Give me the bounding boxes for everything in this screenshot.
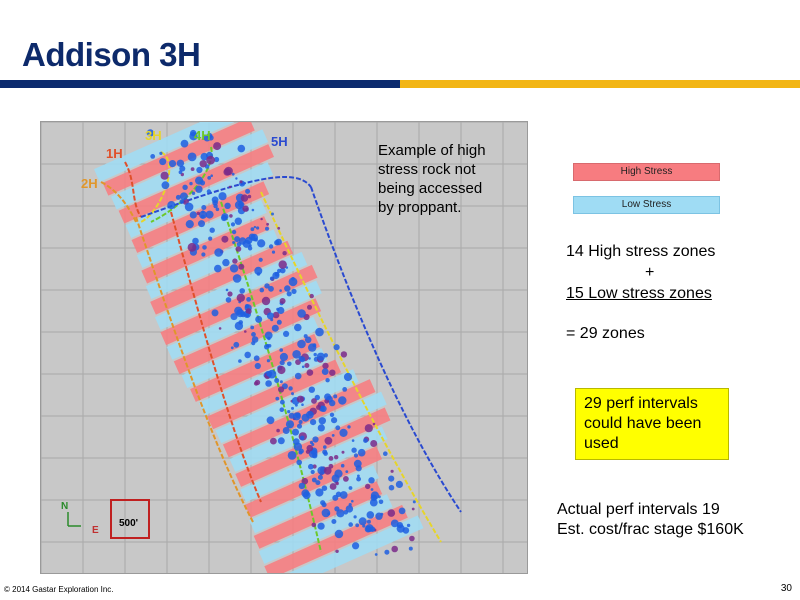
high-stress-band [253,481,383,549]
low-stress-band [270,515,424,573]
high-stress-band [160,264,318,346]
scale-label: 500' [119,518,138,529]
low-stress-band [198,348,328,416]
well-label-5H: 5H [271,134,288,149]
callout-text: Example of high stress rock not being ac… [378,142,486,216]
legend-high-stress: High Stress [573,163,720,181]
cost-per-stage-line: Est. cost/frac stage $160K [557,521,744,538]
high-stress-band [190,333,320,402]
low-stress-band [136,199,267,269]
low-stress-band [154,251,308,330]
footer-copyright: © 2014 Gastar Exploration Inc. [4,585,114,594]
north-label: N [61,501,68,512]
plus-sign: + [645,264,655,281]
low-stress-band [229,391,387,472]
high-zones-text: 14 High stress zones [566,243,716,260]
well-label-1H: 1H [106,146,123,161]
low-stress-band [258,494,393,565]
page-number: 30 [780,583,792,594]
scale-box: 500' [110,499,150,539]
zones-summary: 14 High stress zones + 15 Low stress zon… [566,241,715,344]
perf-intervals-box: 29 perf intervals could have been used [575,388,729,460]
actual-perf-text: Actual perf intervals 19 Est. cost/frac … [557,500,744,540]
well-label-2H: 2H [81,176,98,191]
high-stress-band [264,504,408,573]
high-stress-band [141,216,270,284]
low-stress-band [240,426,388,503]
well-label-3H: 3H [145,128,162,143]
low-stress-band [249,465,379,534]
low-stress-band [94,122,237,182]
title-bar-blue [0,80,400,88]
slide-title: Addison 3H [22,36,201,73]
low-zones-text: 15 Low stress zones [566,285,712,302]
microseismic-events [146,129,416,556]
high-stress-band [150,240,294,315]
high-stress-band [207,359,342,430]
well-label-4H: 4H [194,128,211,143]
microseismic-map: 1H 2H 3H 4H 5H N E 500' [40,121,528,574]
low-stress-band [215,369,359,444]
legend-low-stress: Low Stress [573,196,720,214]
low-stress-band [110,129,269,210]
actual-perf-line: Actual perf intervals 19 [557,501,720,518]
total-zones-text: = 29 zones [566,325,645,342]
east-label: E [92,525,99,536]
well-labels: 1H 2H 3H 4H 5H [81,128,288,191]
title-bar-gold [400,80,800,88]
low-stress-band [125,162,274,239]
north-arrow: N E [61,501,99,536]
high-stress-band [102,122,255,196]
